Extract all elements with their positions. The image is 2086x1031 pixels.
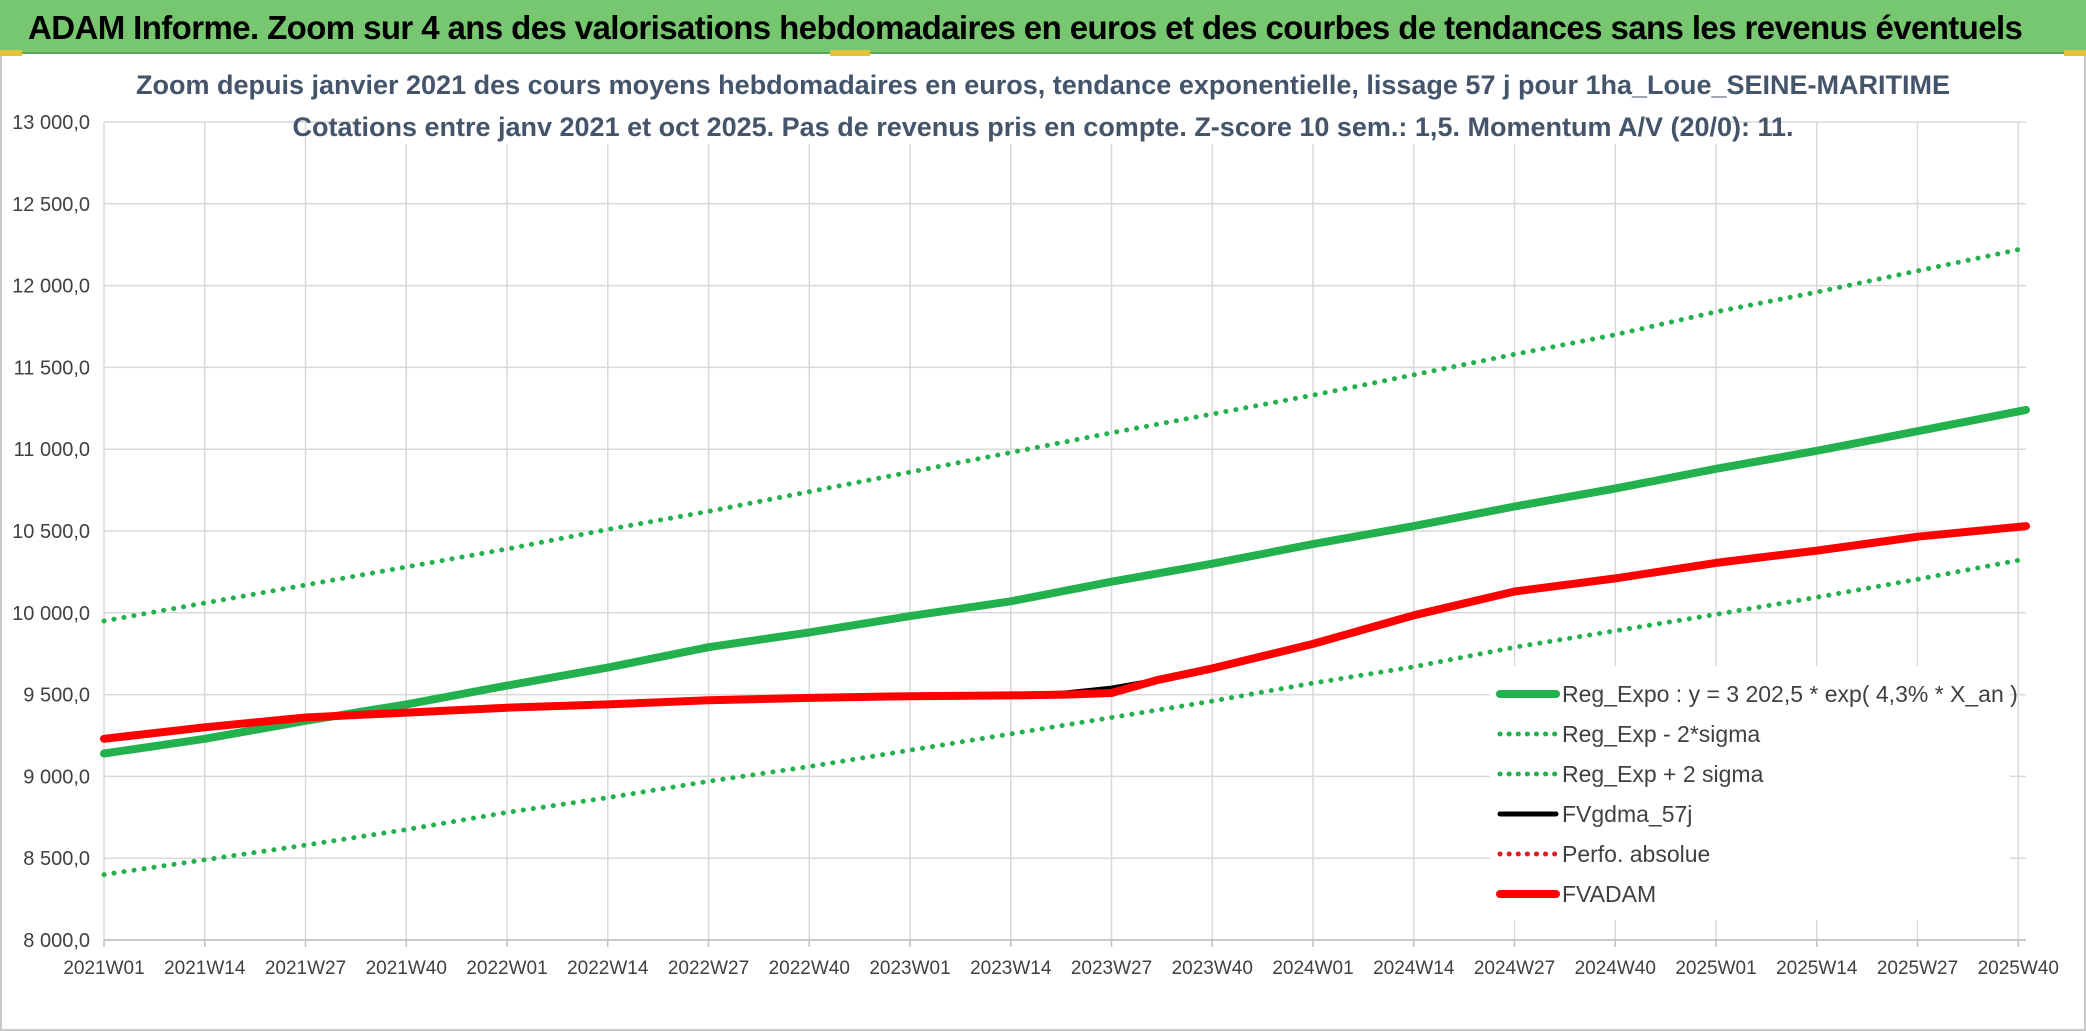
x-tick-label: 2022W14 bbox=[567, 958, 649, 979]
y-tick-label: 13 000,0 bbox=[12, 112, 90, 134]
chart-title: Zoom depuis janvier 2021 des cours moyen… bbox=[136, 70, 1950, 100]
y-tick-label: 12 500,0 bbox=[12, 194, 90, 216]
y-tick-label: 12 000,0 bbox=[12, 276, 90, 298]
legend-label: Perfo. absolue bbox=[1562, 841, 1710, 867]
y-tick-label: 11 500,0 bbox=[14, 357, 90, 379]
y-tick-label: 10 000,0 bbox=[12, 603, 90, 625]
x-tick-label: 2022W40 bbox=[769, 958, 850, 979]
series-line-3 bbox=[101, 245, 2029, 624]
series-line-2 bbox=[101, 556, 2029, 878]
y-tick-label: 11 000,0 bbox=[14, 439, 90, 461]
x-tick-label: 2023W14 bbox=[970, 958, 1052, 979]
legend-background bbox=[1490, 666, 2010, 920]
x-tick-label: 2025W27 bbox=[1877, 958, 1958, 979]
x-tick-label: 2023W27 bbox=[1071, 958, 1152, 979]
legend-label: FVADAM bbox=[1562, 881, 1656, 907]
y-tick-label: 8 000,0 bbox=[23, 930, 90, 952]
series-line-1 bbox=[100, 405, 2030, 758]
y-tick-label: 10 500,0 bbox=[12, 521, 90, 543]
header-bar: ADAM Informe. Zoom sur 4 ans des valoris… bbox=[0, 0, 2086, 54]
corner-tab-right bbox=[2064, 50, 2086, 56]
legend-label: FVgdma_57j bbox=[1562, 801, 1692, 827]
corner-tab-left bbox=[0, 50, 22, 56]
corner-tab-middle bbox=[830, 50, 870, 56]
series-line-6 bbox=[100, 522, 2030, 743]
x-tick-label: 2021W40 bbox=[366, 958, 447, 979]
x-tick-label: 2024W01 bbox=[1272, 958, 1353, 979]
x-tick-label: 2025W40 bbox=[1978, 958, 2059, 979]
x-tick-label: 2025W01 bbox=[1675, 958, 1756, 979]
y-tick-label: 9 500,0 bbox=[23, 685, 90, 707]
line-chart: 13 000,0 12 500,0 12 000,0 11 500,0 11 000,0… bbox=[12, 64, 2059, 979]
y-tick-label: 9 000,0 bbox=[23, 766, 90, 788]
x-tick-label: 2024W40 bbox=[1575, 958, 1656, 979]
subtitle-background bbox=[360, 104, 1730, 144]
legend-label: Reg_Exp + 2 sigma bbox=[1562, 761, 1764, 787]
legend-label: Reg_Expo : y = 3 202,5 * exp( 4,3% * X_a… bbox=[1562, 681, 2018, 707]
page-title: ADAM Informe. Zoom sur 4 ans des valoris… bbox=[28, 9, 2023, 46]
x-tick-label: 2021W27 bbox=[265, 958, 346, 979]
chart-subtitle: Cotations entre janv 2021 et oct 2025. P… bbox=[292, 112, 1793, 142]
title-background bbox=[245, 64, 1845, 104]
x-tick-label: 2022W01 bbox=[466, 958, 547, 979]
x-tick-label: 2021W01 bbox=[63, 958, 144, 979]
x-tick-label: 2025W14 bbox=[1776, 958, 1858, 979]
y-tick-label: 8 500,0 bbox=[23, 848, 90, 870]
x-tick-label: 2023W40 bbox=[1172, 958, 1253, 979]
legend-label: Reg_Exp - 2*sigma bbox=[1562, 721, 1760, 747]
x-tick-label: 2022W27 bbox=[668, 958, 749, 979]
x-tick-label: 2024W27 bbox=[1474, 958, 1555, 979]
x-tick-label: 2024W14 bbox=[1373, 958, 1455, 979]
x-tick-label: 2023W01 bbox=[869, 958, 950, 979]
x-tick-label: 2021W14 bbox=[164, 958, 246, 979]
